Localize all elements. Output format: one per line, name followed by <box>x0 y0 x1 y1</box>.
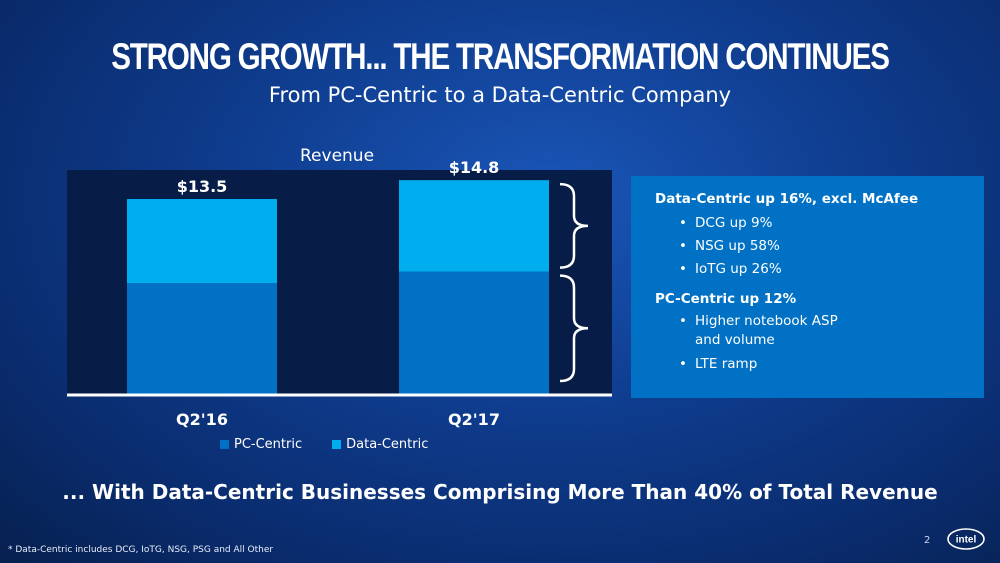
bar-data-centric-0 <box>127 199 277 284</box>
pc-centric-list: Higher notebook ASP and volume LTE ramp <box>679 312 984 376</box>
bar-data-centric-1 <box>399 180 549 272</box>
footnote: * Data-Centric includes DCG, IoTG, NSG, … <box>8 545 274 555</box>
conclusion-statement: ... With Data-Centric Businesses Compris… <box>62 480 938 504</box>
category-label: Q2'17 <box>448 410 500 429</box>
intel-logo: intel <box>947 528 985 550</box>
total-label: $14.8 <box>449 158 500 177</box>
slide-title: STRONG GROWTH... THE TRANSFORMATION CONT… <box>111 36 890 77</box>
chart-title: Revenue <box>300 146 375 166</box>
category-label: Q2'16 <box>176 410 228 429</box>
list-item: Higher notebook ASP and volume <box>679 312 984 350</box>
legend-swatch <box>332 440 342 449</box>
growth-callout: Data-Centric up 16%, excl. McAfee DCG up… <box>631 176 984 398</box>
list-item: IoTG up 26% <box>679 258 984 281</box>
legend-item-pc-centric: PC-Centric <box>220 437 302 452</box>
bar-pc-centric-0 <box>127 283 277 395</box>
slide-subtitle: From PC-Centric to a Data-Centric Compan… <box>268 83 732 107</box>
data-centric-brace <box>559 182 589 269</box>
page-number: 2 <box>924 535 931 546</box>
pc-centric-heading: PC-Centric up 12% <box>655 291 797 307</box>
total-label: $13.5 <box>177 177 228 196</box>
legend-label: PC-Centric <box>234 437 303 452</box>
chart-legend: PC-Centric Data-Centric <box>220 437 428 452</box>
list-item: DCG up 9% <box>679 212 984 235</box>
legend-item-data-centric: Data-Centric <box>332 437 428 452</box>
list-item: LTE ramp <box>679 353 984 376</box>
list-item: NSG up 58% <box>679 235 984 258</box>
legend-swatch <box>220 440 229 449</box>
legend-label: Data-Centric <box>346 437 429 452</box>
data-centric-heading: Data-Centric up 16%, excl. McAfee <box>655 191 919 207</box>
logo-text: intel <box>956 535 977 546</box>
bar-pc-centric-1 <box>399 271 549 395</box>
pc-centric-brace <box>559 274 589 383</box>
data-centric-list: DCG up 9% NSG up 58% IoTG up 26% <box>679 212 984 281</box>
